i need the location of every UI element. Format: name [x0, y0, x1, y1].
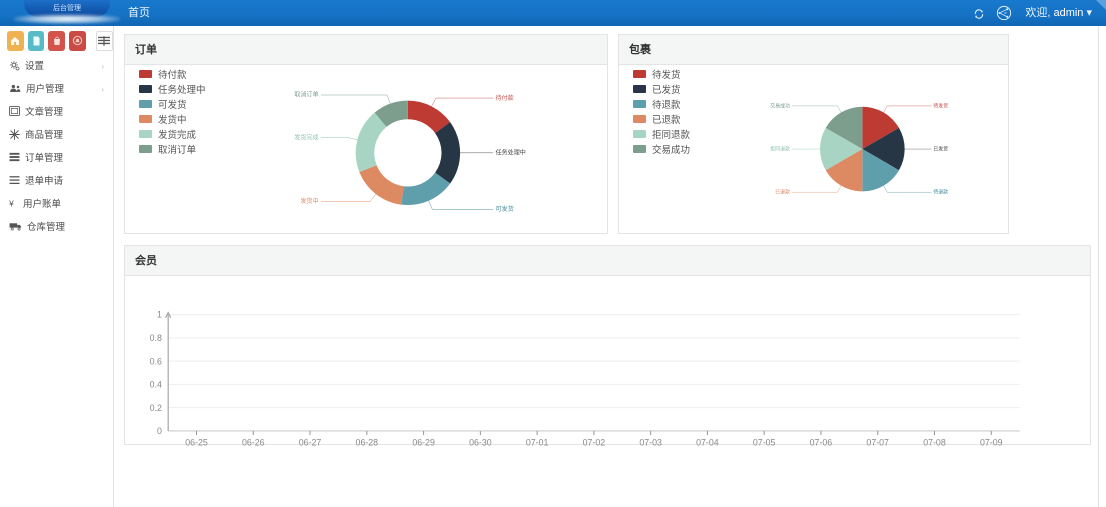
svg-text:07-09: 07-09 [980, 437, 1003, 447]
svg-text:06-27: 06-27 [299, 437, 322, 447]
svg-text:07-01: 07-01 [526, 437, 549, 447]
svg-text:07-07: 07-07 [866, 437, 889, 447]
svg-text:可发货: 可发货 [495, 205, 513, 213]
svg-text:06-28: 06-28 [356, 437, 379, 447]
svg-text:交易成功: 交易成功 [770, 103, 790, 110]
svg-text:07-04: 07-04 [696, 437, 719, 447]
svg-text:0.8: 0.8 [150, 333, 162, 343]
svg-text:发货中: 发货中 [300, 197, 318, 205]
svg-text:06-26: 06-26 [242, 437, 265, 447]
svg-text:待发货: 待发货 [933, 103, 948, 110]
svg-text:已退款: 已退款 [775, 189, 790, 196]
svg-text:0.4: 0.4 [150, 380, 162, 390]
svg-text:07-02: 07-02 [583, 437, 606, 447]
svg-text:待退款: 待退款 [933, 189, 948, 196]
svg-text:06-30: 06-30 [469, 437, 492, 447]
svg-text:拒同退款: 拒同退款 [770, 146, 790, 153]
svg-text:07-06: 07-06 [810, 437, 833, 447]
svg-text:1: 1 [157, 310, 162, 320]
svg-text:已发货: 已发货 [933, 146, 948, 153]
svg-text:0.6: 0.6 [150, 356, 162, 366]
svg-text:07-05: 07-05 [753, 437, 776, 447]
svg-text:取消订单: 取消订单 [294, 91, 318, 99]
svg-text:0: 0 [157, 426, 162, 436]
svg-text:06-25: 06-25 [185, 437, 208, 447]
svg-text:任务处理中: 任务处理中 [495, 149, 525, 157]
svg-text:0.2: 0.2 [150, 403, 162, 413]
svg-text:待付款: 待付款 [495, 94, 513, 102]
svg-text:07-03: 07-03 [639, 437, 662, 447]
svg-text:06-29: 06-29 [412, 437, 435, 447]
svg-text:发货完成: 发货完成 [294, 133, 318, 141]
svg-text:07-08: 07-08 [923, 437, 946, 447]
svg-text:¥: ¥ [9, 199, 14, 208]
